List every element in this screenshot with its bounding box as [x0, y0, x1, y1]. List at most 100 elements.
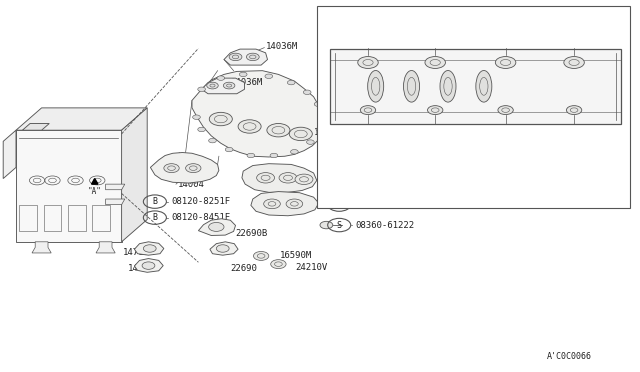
Circle shape	[225, 147, 233, 152]
Polygon shape	[3, 130, 16, 179]
Circle shape	[314, 102, 322, 106]
Text: 22690B: 22690B	[236, 229, 268, 238]
Circle shape	[295, 174, 313, 185]
Ellipse shape	[367, 70, 383, 102]
Text: 14004A: 14004A	[314, 128, 346, 137]
Circle shape	[193, 115, 200, 119]
Bar	[317, 6, 630, 208]
Text: S: S	[337, 200, 342, 209]
Circle shape	[319, 114, 327, 118]
Ellipse shape	[440, 70, 456, 102]
Circle shape	[216, 245, 229, 252]
Circle shape	[287, 80, 295, 85]
Text: 14036M: 14036M	[230, 78, 262, 87]
Polygon shape	[192, 71, 326, 157]
Circle shape	[257, 173, 275, 183]
Polygon shape	[96, 242, 115, 253]
Text: 08120-8251F: 08120-8251F	[172, 197, 230, 206]
Circle shape	[358, 57, 378, 68]
Circle shape	[291, 150, 298, 154]
Bar	[330, 49, 621, 124]
Polygon shape	[224, 49, 268, 65]
Circle shape	[142, 262, 155, 269]
Circle shape	[198, 87, 205, 92]
Text: "A": "A"	[88, 187, 102, 196]
Text: A: A	[365, 37, 371, 46]
Text: 08360-61222: 08360-61222	[355, 200, 414, 209]
Circle shape	[320, 221, 333, 229]
Polygon shape	[134, 242, 164, 255]
Circle shape	[229, 53, 242, 61]
Polygon shape	[210, 242, 238, 255]
Text: 08360-61222: 08360-61222	[355, 221, 414, 230]
Polygon shape	[242, 164, 317, 192]
Polygon shape	[32, 242, 51, 253]
Bar	[92, 205, 110, 231]
Circle shape	[495, 57, 516, 68]
Circle shape	[303, 90, 311, 94]
Ellipse shape	[476, 70, 492, 102]
Circle shape	[425, 57, 445, 68]
Text: 14720M: 14720M	[128, 264, 160, 273]
Bar	[68, 205, 86, 231]
Circle shape	[360, 106, 376, 115]
Circle shape	[286, 199, 303, 209]
Circle shape	[239, 72, 247, 77]
Circle shape	[264, 199, 280, 209]
Circle shape	[566, 106, 582, 115]
Polygon shape	[106, 184, 125, 190]
Polygon shape	[251, 192, 319, 216]
Circle shape	[289, 127, 312, 141]
Text: B: B	[503, 128, 508, 137]
Circle shape	[198, 127, 205, 132]
Circle shape	[223, 82, 235, 89]
Circle shape	[307, 140, 314, 144]
Text: STUD              NUT: STUD NUT	[333, 171, 435, 180]
Circle shape	[320, 201, 333, 208]
Text: 14036M: 14036M	[266, 42, 298, 51]
Text: A: A	[572, 37, 577, 46]
Circle shape	[271, 260, 286, 269]
Circle shape	[186, 164, 201, 173]
Circle shape	[246, 53, 259, 61]
Polygon shape	[22, 124, 49, 130]
Text: A: A	[433, 37, 438, 46]
Polygon shape	[198, 219, 236, 235]
Circle shape	[209, 112, 232, 126]
Circle shape	[238, 120, 261, 133]
Circle shape	[253, 251, 269, 260]
Text: A: A	[503, 37, 508, 46]
Circle shape	[316, 127, 324, 132]
Text: B: B	[433, 128, 438, 137]
Circle shape	[217, 76, 225, 80]
Polygon shape	[122, 108, 147, 242]
Text: BOLT: BOLT	[333, 149, 352, 158]
Circle shape	[209, 222, 224, 231]
Text: 14004: 14004	[178, 180, 205, 189]
Text: A'C0C0066: A'C0C0066	[547, 352, 592, 361]
Circle shape	[207, 82, 218, 89]
Text: (B)08223-83010  08911-2091A  14002E: (B)08223-83010 08911-2091A 14002E	[323, 161, 494, 170]
Text: B: B	[365, 128, 371, 137]
Polygon shape	[202, 78, 244, 94]
Circle shape	[564, 57, 584, 68]
Bar	[19, 205, 37, 231]
Polygon shape	[134, 259, 163, 272]
Text: 24210V: 24210V	[296, 263, 328, 272]
Circle shape	[279, 173, 297, 183]
Ellipse shape	[404, 70, 420, 102]
Circle shape	[247, 153, 255, 158]
Text: 08120-8451F: 08120-8451F	[172, 213, 230, 222]
Circle shape	[498, 106, 513, 115]
Circle shape	[209, 138, 216, 143]
Text: B: B	[152, 197, 157, 206]
Polygon shape	[150, 153, 219, 183]
Circle shape	[164, 164, 179, 173]
Bar	[44, 205, 61, 231]
Circle shape	[265, 74, 273, 78]
Circle shape	[267, 124, 290, 137]
Text: 14711M: 14711M	[123, 248, 155, 257]
Text: VIEW "A": VIEW "A"	[326, 13, 369, 22]
Circle shape	[270, 153, 278, 158]
Text: (A)08120-8301A  14002E: (A)08120-8301A 14002E	[323, 139, 431, 148]
